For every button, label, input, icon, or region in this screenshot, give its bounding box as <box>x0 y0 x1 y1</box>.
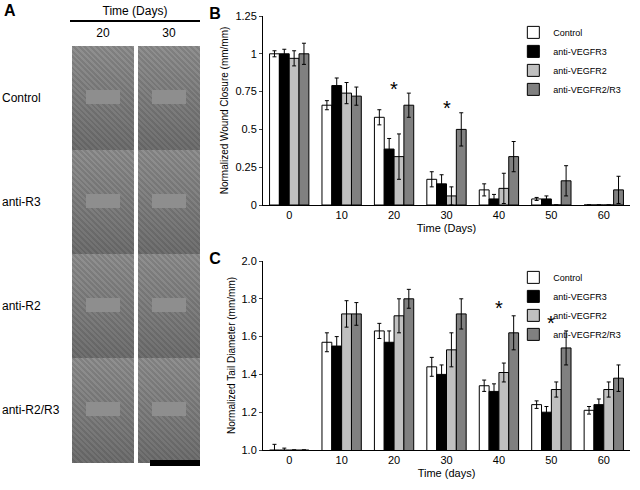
html-text:20: 20 <box>96 26 110 40</box>
html-text:anti-R2/R3: anti-R2/R3 <box>2 403 60 417</box>
html-text:30: 30 <box>162 26 176 40</box>
svg-text:Control: Control <box>553 28 582 38</box>
svg-text:10: 10 <box>336 209 348 221</box>
svg-text:Time (days): Time (days) <box>418 467 476 479</box>
svg-text:anti-VEGFR3: anti-VEGFR3 <box>553 292 607 302</box>
svg-text:60: 60 <box>598 454 610 466</box>
svg-text:20: 20 <box>388 454 400 466</box>
svg-text:1.8: 1.8 <box>242 293 257 305</box>
svg-text:2.0: 2.0 <box>242 255 257 267</box>
svg-text:Time (Days): Time (Days) <box>417 222 476 234</box>
svg-text:40: 40 <box>493 454 505 466</box>
svg-text:0.25: 0.25 <box>235 161 256 173</box>
svg-text:50: 50 <box>545 454 557 466</box>
svg-text:40: 40 <box>493 209 505 221</box>
svg-text:anti-VEGFR2/R3: anti-VEGFR2/R3 <box>553 330 621 340</box>
svg-text:0.75: 0.75 <box>235 85 256 97</box>
html-text:A: A <box>4 2 16 19</box>
svg-text:0: 0 <box>286 454 292 466</box>
svg-text:anti-VEGFR2: anti-VEGFR2 <box>553 66 607 76</box>
svg-text:1.2: 1.2 <box>242 406 257 418</box>
svg-text:anti-VEGFR3: anti-VEGFR3 <box>553 47 607 57</box>
svg-text:50: 50 <box>545 209 557 221</box>
svg-text:10: 10 <box>336 454 348 466</box>
svg-text:30: 30 <box>440 209 452 221</box>
html-text:anti-R2: anti-R2 <box>2 299 41 313</box>
html-text:anti-R3: anti-R3 <box>2 195 41 209</box>
svg-text:anti-VEGFR2: anti-VEGFR2 <box>553 311 607 321</box>
html-text:Control: Control <box>2 91 41 105</box>
svg-text:1: 1 <box>251 48 257 60</box>
svg-text:20: 20 <box>388 209 400 221</box>
svg-text:1.25: 1.25 <box>235 10 256 22</box>
svg-text:C: C <box>209 250 221 267</box>
svg-text:Control: Control <box>553 273 582 283</box>
svg-text:1.4: 1.4 <box>242 368 257 380</box>
svg-text:60: 60 <box>598 209 610 221</box>
svg-text:1.0: 1.0 <box>242 444 257 456</box>
html-text:Time (Days): Time (Days) <box>102 4 168 18</box>
svg-text:1.6: 1.6 <box>242 330 257 342</box>
svg-text:0.5: 0.5 <box>242 123 257 135</box>
svg-text:Normalized Wound Closure (mm/m: Normalized Wound Closure (mm/mm) <box>219 27 230 195</box>
svg-text:anti-VEGFR2/R3: anti-VEGFR2/R3 <box>553 85 621 95</box>
svg-text:0: 0 <box>251 199 257 211</box>
svg-text:*: * <box>390 78 398 100</box>
svg-text:0: 0 <box>286 209 292 221</box>
svg-text:*: * <box>495 297 503 319</box>
svg-text:B: B <box>209 5 221 22</box>
svg-text:*: * <box>443 97 451 119</box>
svg-text:*: * <box>547 312 555 334</box>
svg-text:30: 30 <box>440 454 452 466</box>
svg-text:Normalized Tail Diameter (mm/m: Normalized Tail Diameter (mm/mm) <box>226 277 237 434</box>
